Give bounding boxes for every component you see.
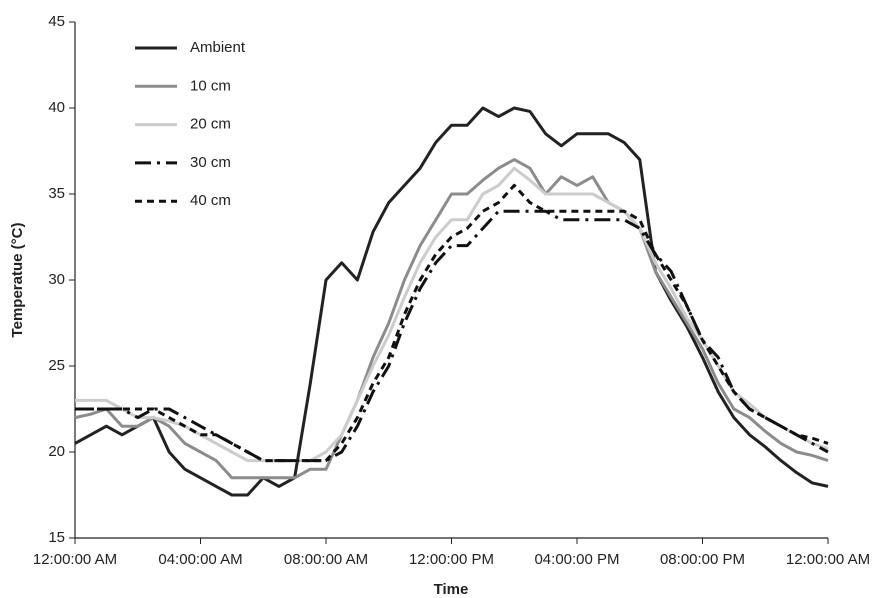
x-tick-label: 04:00:00 AM [158, 551, 242, 568]
x-tick-label: 08:00:00 PM [660, 551, 745, 568]
x-tick-label: 12:00:00 PM [409, 551, 494, 568]
y-tick-label: 25 [48, 357, 65, 374]
y-axis-label: Temperatue (°C) [9, 223, 26, 338]
series-line [74, 158, 829, 480]
legend-label: 30 cm [190, 154, 231, 171]
y-tick-label: 15 [48, 529, 65, 546]
series-line [75, 183, 829, 463]
series-line [74, 106, 829, 497]
y-tick-label: 30 [48, 271, 65, 288]
x-tick-label: 12:00:00 AM [786, 551, 870, 568]
x-tick-label: 08:00:00 AM [284, 551, 368, 568]
legend-label: 40 cm [190, 192, 231, 209]
legend-label: Ambient [190, 39, 246, 56]
x-tick-label: 12:00:00 AM [33, 551, 117, 568]
series-line [75, 209, 829, 463]
x-tick-label: 04:00:00 PM [534, 551, 619, 568]
series-line [75, 166, 829, 463]
legend-label: 20 cm [190, 116, 231, 133]
y-tick-label: 20 [48, 443, 65, 460]
y-tick-label: 40 [48, 99, 65, 116]
y-tick-label: 45 [48, 13, 65, 30]
y-tick-label: 35 [48, 185, 65, 202]
x-axis-label: Time [434, 581, 469, 598]
legend-label: 10 cm [190, 77, 231, 94]
